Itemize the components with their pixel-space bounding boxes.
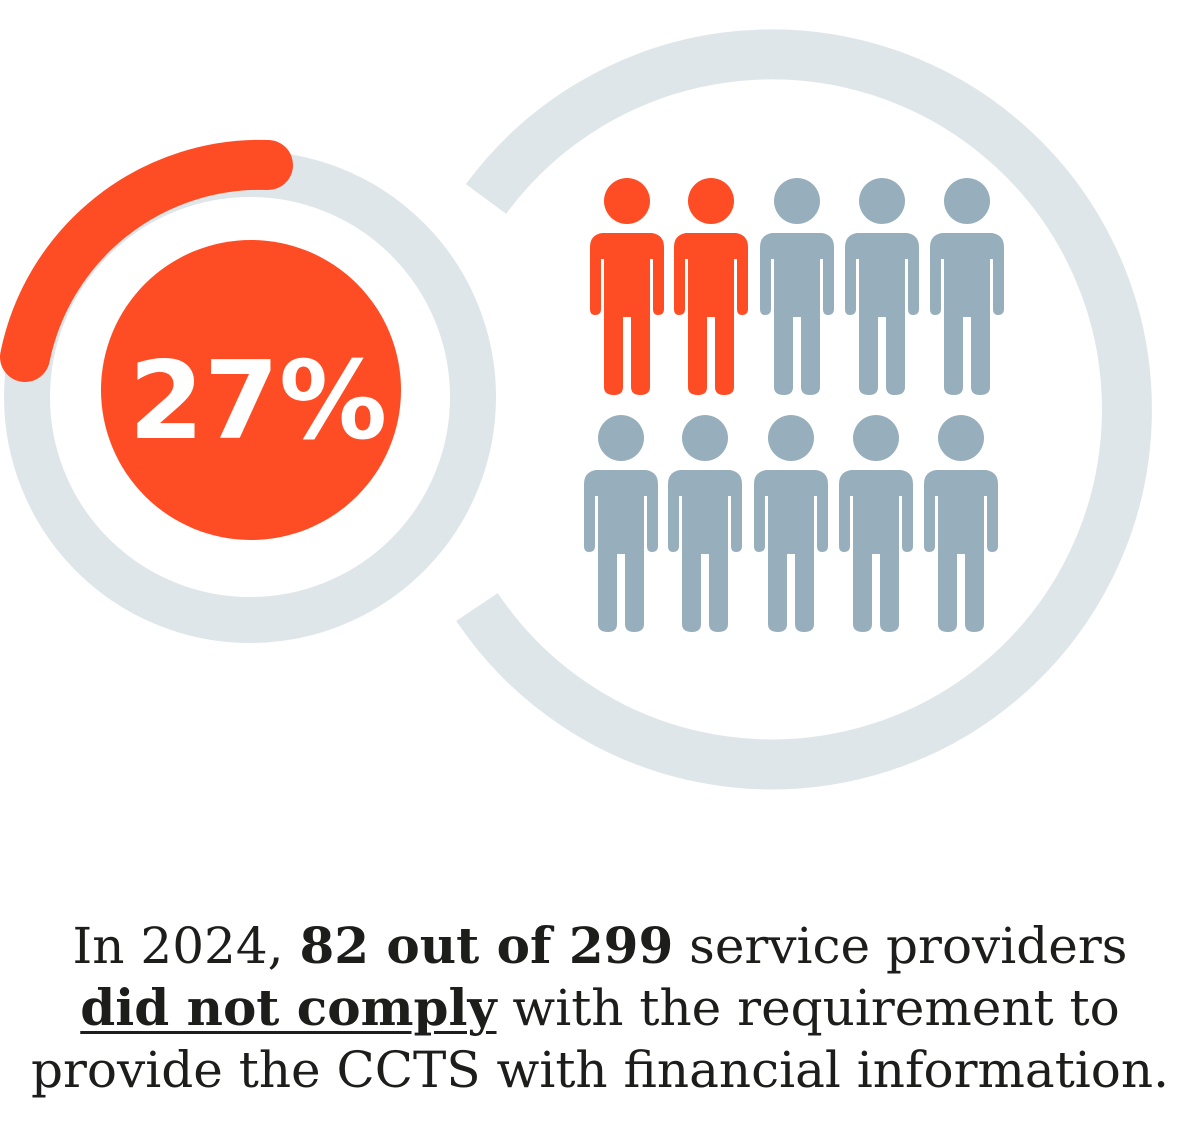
person-icon bbox=[674, 178, 748, 395]
people-grid bbox=[584, 178, 1004, 632]
person-icon bbox=[924, 415, 998, 632]
person-icon bbox=[584, 415, 658, 632]
caption-line-2: did not comply with the requirement to bbox=[0, 977, 1200, 1039]
caption-line-3: provide the CCTS with financial informat… bbox=[31, 1041, 1169, 1099]
caption-highlight: 82 out of 299 bbox=[299, 916, 674, 975]
caption-emphasis: did not comply bbox=[80, 978, 497, 1037]
person-icon bbox=[930, 178, 1004, 395]
person-icon bbox=[760, 178, 834, 395]
person-icon bbox=[839, 415, 913, 632]
caption: In 2024, 82 out of 299 service providers… bbox=[0, 915, 1200, 1101]
caption-line-1: In 2024, 82 out of 299 service providers bbox=[0, 915, 1200, 977]
caption-text: In 2024, bbox=[72, 917, 300, 975]
progress-arc bbox=[0, 139, 293, 382]
infographic-art: 27% bbox=[0, 29, 1152, 790]
caption-text: service providers bbox=[673, 917, 1128, 975]
person-icon bbox=[668, 415, 742, 632]
percent-circle bbox=[101, 240, 401, 540]
person-icon bbox=[754, 415, 828, 632]
person-icon bbox=[845, 178, 919, 395]
caption-text: with the requirement to bbox=[496, 979, 1120, 1037]
person-icon bbox=[590, 178, 664, 395]
background-ring bbox=[456, 29, 1152, 790]
percent-label: 27% bbox=[129, 339, 388, 464]
